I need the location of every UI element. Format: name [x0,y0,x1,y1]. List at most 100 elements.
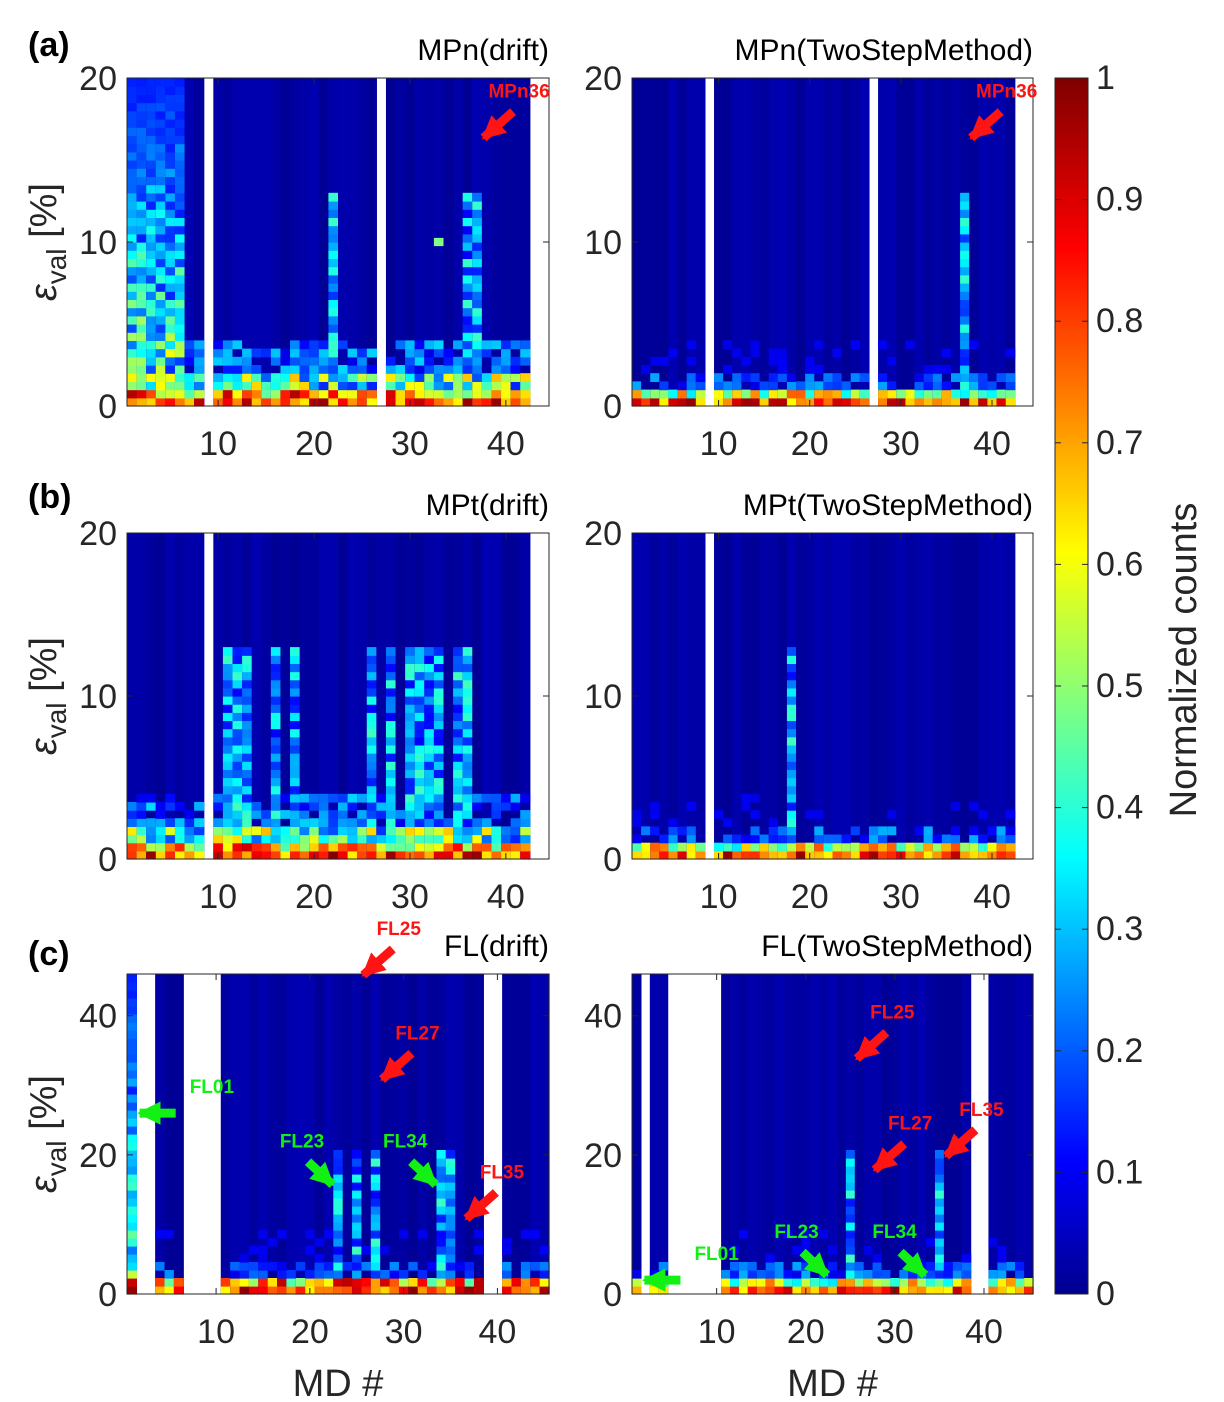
heatmap-cell [232,340,243,350]
y-tick-label: 0 [603,841,622,879]
heatmap-cell [318,801,330,811]
heatmap-cell [668,834,679,844]
heatmap-column-md-15 [261,78,272,406]
heatmap-cell [641,842,651,852]
heatmap-cell [445,1270,456,1279]
heatmap-cell [805,810,815,819]
heatmap-cell [443,834,454,844]
heatmap-cell [453,736,464,746]
heatmap-cell [290,647,301,656]
heatmap-column-md-33 [923,78,934,406]
heatmap-cell [878,397,888,407]
heatmap-cell [127,834,138,844]
heatmap-cell [270,769,282,779]
heatmap-cell [366,381,377,391]
heatmap-cell [127,1102,137,1111]
heatmap-cell [996,397,1007,407]
heatmap-cell [146,233,157,243]
heatmap-cell [239,1262,250,1271]
heatmap-cell [242,744,253,754]
heatmap-cell [270,704,282,713]
heatmap-cell [164,1270,175,1279]
heatmap-cell [832,389,843,399]
heatmap-cell [481,818,493,827]
heatmap-cell [261,397,272,407]
heatmap-column-md-41 [996,533,1007,859]
heatmap-cell [714,389,724,399]
heatmap-cell [385,687,397,697]
heatmap-cell [878,850,888,860]
heatmap-cell [127,1086,137,1095]
heatmap-cell [819,1286,829,1295]
heatmap-cell [280,850,291,860]
heatmap-cell [878,826,888,836]
heatmap-cell [251,381,262,391]
heatmap-cell [828,1262,838,1271]
heatmap-cell [398,1230,409,1239]
heatmap-cell [424,365,435,374]
heatmap-cell [146,94,157,104]
heatmap-column-md-39 [978,78,989,406]
heatmap-cell [819,1230,829,1239]
heatmap-cell [887,826,897,836]
heatmap-cell [165,143,176,153]
heatmap-cell [136,842,147,852]
heatmap-cell [1006,1286,1016,1295]
heatmap-cell [472,291,483,300]
y-tick-label: 40 [79,998,117,1036]
heatmap-cell [314,1238,325,1247]
heatmap-cell [165,356,176,366]
heatmap-cell [127,1278,137,1287]
heatmap-cell [127,217,138,227]
heatmap-cell [923,397,934,407]
heatmap-cell [165,209,176,218]
heatmap-cell [424,720,435,730]
heatmap-cell [783,1270,793,1279]
heatmap-column-md-40 [987,533,998,859]
heatmap-cell [405,348,416,358]
heatmap-column-md-6 [677,78,688,406]
heatmap-cell [232,356,243,366]
heatmap-cell [443,356,454,366]
heatmap-cell [299,373,310,382]
heatmap-cell [641,826,651,836]
heatmap-cell [721,1278,731,1287]
heatmap-cell [385,647,397,656]
heatmap-cell [462,209,473,218]
heatmap-column-md-8 [695,533,706,859]
y-tick-label: 0 [603,388,622,426]
heatmap-cell [786,687,797,697]
heatmap-cell [184,850,195,860]
heatmap-cell [230,1270,241,1279]
heatmap-cell [232,647,243,656]
heatmap-cell [232,663,243,673]
heatmap-cell [750,389,761,399]
heatmap-cell [520,810,531,819]
heatmap-cell [960,250,970,259]
heatmap-cell [768,348,779,358]
heatmap-column-md-3 [146,533,157,859]
heatmap-cell [714,381,724,391]
heatmap-cell [472,209,483,218]
heatmap-cell [385,655,397,664]
heatmap-cell [721,1286,731,1295]
heatmap-cell [539,1286,550,1295]
heatmap-cell [417,1230,428,1239]
heatmap-cell [481,826,493,836]
heatmap-cell [146,78,157,87]
heatmap-cell [941,834,952,844]
heatmap-column-md-37 [952,974,963,1294]
heatmap-cell [213,348,224,358]
heatmap-cell [232,671,243,681]
heatmap-cell [328,810,339,819]
heatmap-cell [765,1278,776,1287]
heatmap-cell [978,397,989,407]
heatmap-cell [299,340,310,350]
heatmap-cell [366,687,377,697]
heatmap-cell [405,679,416,689]
heatmap-cell [290,679,301,689]
heatmap-cell [443,826,454,836]
heatmap-cell [370,1254,381,1263]
heatmap-cell [232,655,243,664]
heatmap-cell [352,1286,363,1295]
